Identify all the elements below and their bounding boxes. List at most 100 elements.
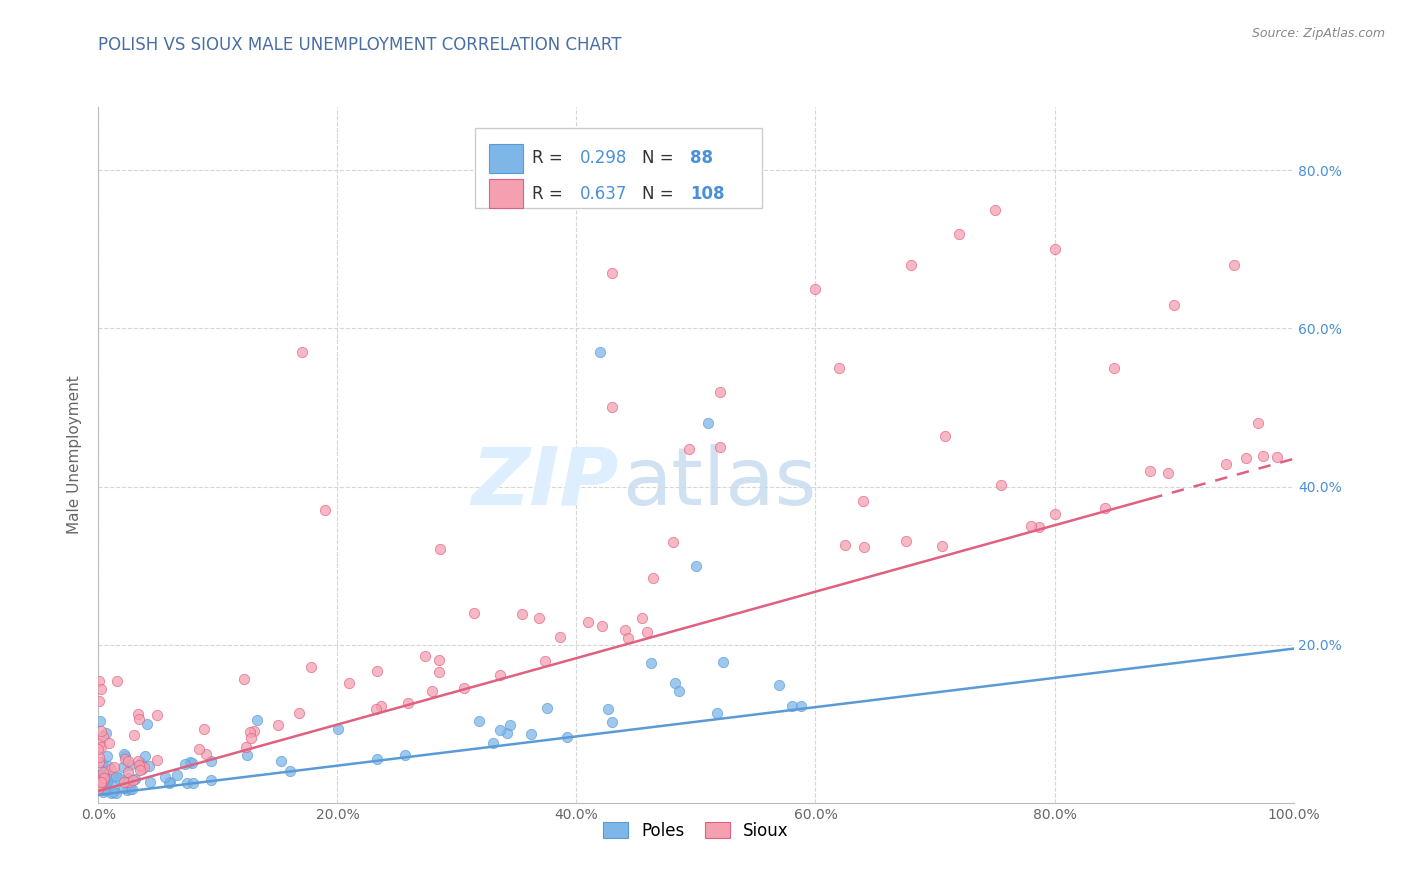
Point — [90, 682, 112, 697]
Point — [101, 769, 124, 783]
Point — [1215, 457, 1237, 471]
Point — [453, 681, 475, 696]
Point — [91, 770, 114, 784]
Text: POLISH VS SIOUX MALE UNEMPLOYMENT CORRELATION CHART: POLISH VS SIOUX MALE UNEMPLOYMENT CORREL… — [98, 36, 621, 54]
Point — [1043, 243, 1066, 257]
Point — [87, 755, 110, 769]
Point — [104, 785, 127, 799]
Point — [278, 764, 301, 778]
Point — [112, 760, 135, 774]
Point — [146, 753, 169, 767]
Point — [600, 715, 623, 730]
Point — [176, 776, 198, 790]
Text: R =: R = — [533, 149, 568, 168]
Point — [602, 401, 624, 415]
Point — [146, 708, 169, 723]
Point — [894, 533, 917, 548]
Point — [90, 775, 112, 789]
Text: 0.637: 0.637 — [581, 185, 627, 202]
Point — [129, 758, 152, 772]
Point — [555, 730, 578, 744]
Point — [534, 654, 557, 668]
Point — [114, 752, 136, 766]
Point — [89, 714, 111, 728]
Point — [413, 649, 436, 664]
Point — [90, 768, 112, 782]
Point — [96, 774, 118, 789]
Text: Source: ZipAtlas.com: Source: ZipAtlas.com — [1251, 27, 1385, 40]
Point — [138, 759, 160, 773]
Point — [246, 713, 269, 727]
Point — [299, 660, 322, 674]
Point — [122, 772, 145, 787]
Point — [630, 610, 652, 624]
Point — [96, 772, 118, 786]
Point — [243, 724, 266, 739]
Bar — [489, 144, 523, 173]
Point — [900, 258, 922, 272]
Point — [93, 772, 115, 786]
Point — [536, 701, 558, 715]
Point — [87, 694, 110, 708]
Point — [124, 772, 146, 786]
Point — [489, 723, 512, 738]
Point — [93, 777, 115, 791]
Point — [1253, 450, 1275, 464]
Point — [496, 725, 519, 739]
Point — [87, 741, 110, 756]
Point — [427, 665, 450, 679]
Point — [1094, 500, 1116, 515]
Point — [427, 653, 450, 667]
Point — [499, 718, 522, 732]
Point — [782, 698, 804, 713]
Point — [576, 615, 599, 629]
Point — [200, 754, 222, 768]
Point — [91, 785, 114, 799]
Point — [131, 762, 153, 776]
Point — [134, 748, 156, 763]
Point — [326, 722, 349, 736]
Point — [602, 266, 624, 280]
Point — [96, 725, 118, 739]
Point — [91, 729, 114, 743]
Point — [103, 760, 125, 774]
Point — [89, 768, 111, 782]
Point — [614, 623, 637, 637]
Point — [394, 748, 416, 763]
Point — [337, 675, 360, 690]
Point — [398, 696, 420, 710]
Point — [706, 706, 728, 720]
Point — [790, 699, 813, 714]
Point — [128, 758, 150, 772]
Point — [117, 771, 139, 785]
Point — [548, 630, 571, 644]
Point — [1265, 450, 1288, 464]
Point — [128, 712, 150, 726]
Point — [132, 760, 155, 774]
Point — [108, 771, 131, 785]
Point — [159, 775, 181, 789]
Y-axis label: Male Unemployment: Male Unemployment — [67, 376, 83, 534]
Point — [636, 624, 658, 639]
Point — [366, 665, 388, 679]
Point — [853, 541, 876, 555]
Point — [641, 571, 664, 585]
Point — [984, 202, 1007, 217]
Point — [91, 772, 114, 786]
Point — [91, 756, 114, 770]
Point — [96, 748, 118, 763]
Point — [166, 767, 188, 781]
Point — [934, 429, 956, 443]
Text: 88: 88 — [690, 149, 713, 168]
Point — [1043, 507, 1066, 521]
Point — [114, 748, 136, 763]
Point — [291, 345, 314, 359]
Point — [87, 779, 110, 793]
Point — [105, 674, 128, 689]
Point — [370, 699, 392, 714]
Point — [711, 655, 734, 669]
Point — [90, 739, 112, 754]
Point — [179, 756, 201, 770]
Point — [990, 477, 1012, 491]
Point — [120, 778, 142, 792]
